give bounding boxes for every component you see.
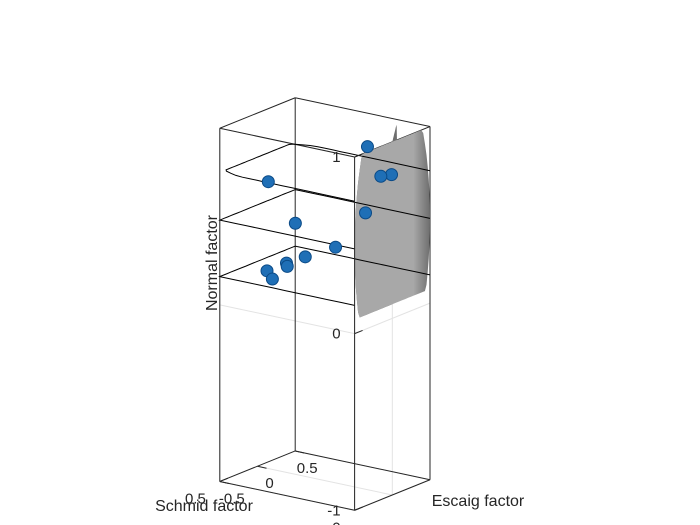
- box-edge: [219, 127, 355, 158]
- box-edge: [219, 480, 355, 511]
- tick-labels: -10100.5-0.500.5: [185, 149, 363, 525]
- data-point: [374, 169, 388, 183]
- data-point: [298, 250, 312, 264]
- z-tick-mark: [354, 153, 363, 158]
- grid-line: [219, 304, 355, 335]
- x-axis-label: Schmid factor: [155, 498, 253, 515]
- contour-line: [218, 189, 431, 250]
- z-tick-label: -1: [327, 502, 340, 519]
- contour-line: [218, 245, 431, 306]
- box-edge: [219, 97, 296, 129]
- x-tick-mark: [354, 506, 363, 511]
- data-point: [359, 206, 373, 220]
- z-axis-label: Normal factor: [204, 214, 221, 311]
- data-point: [360, 140, 374, 154]
- data-point: [280, 259, 294, 273]
- data-point: [265, 272, 279, 286]
- box-edge: [354, 479, 431, 511]
- z-tick-label: 1: [332, 149, 340, 166]
- data-point: [261, 175, 275, 189]
- data-point: [385, 168, 399, 182]
- data-point: [329, 240, 343, 254]
- y-tick-label: -0.5: [219, 490, 245, 507]
- y-tick-mark: [257, 465, 267, 469]
- sphere-cut-face: [354, 130, 430, 318]
- z-tick-mark: [354, 329, 363, 335]
- box-edge: [295, 97, 431, 128]
- y-tick-mark: [295, 450, 305, 454]
- y-tick-mark: [219, 480, 229, 484]
- z-tick-label: 0: [332, 326, 340, 343]
- grid-line: [257, 465, 393, 496]
- data-points: [260, 140, 399, 286]
- sphere-surface: [354, 124, 430, 318]
- data-point: [288, 216, 302, 230]
- box-edge: [295, 450, 431, 481]
- x-tick-label: 0.5: [185, 490, 206, 507]
- y-tick-label: 0: [265, 475, 273, 492]
- x-tick-mark: [219, 477, 228, 482]
- y-axis-label: Escaig factor: [432, 493, 525, 510]
- y-tick-label: 0.5: [297, 460, 318, 477]
- x-tick-label: 0: [332, 519, 340, 525]
